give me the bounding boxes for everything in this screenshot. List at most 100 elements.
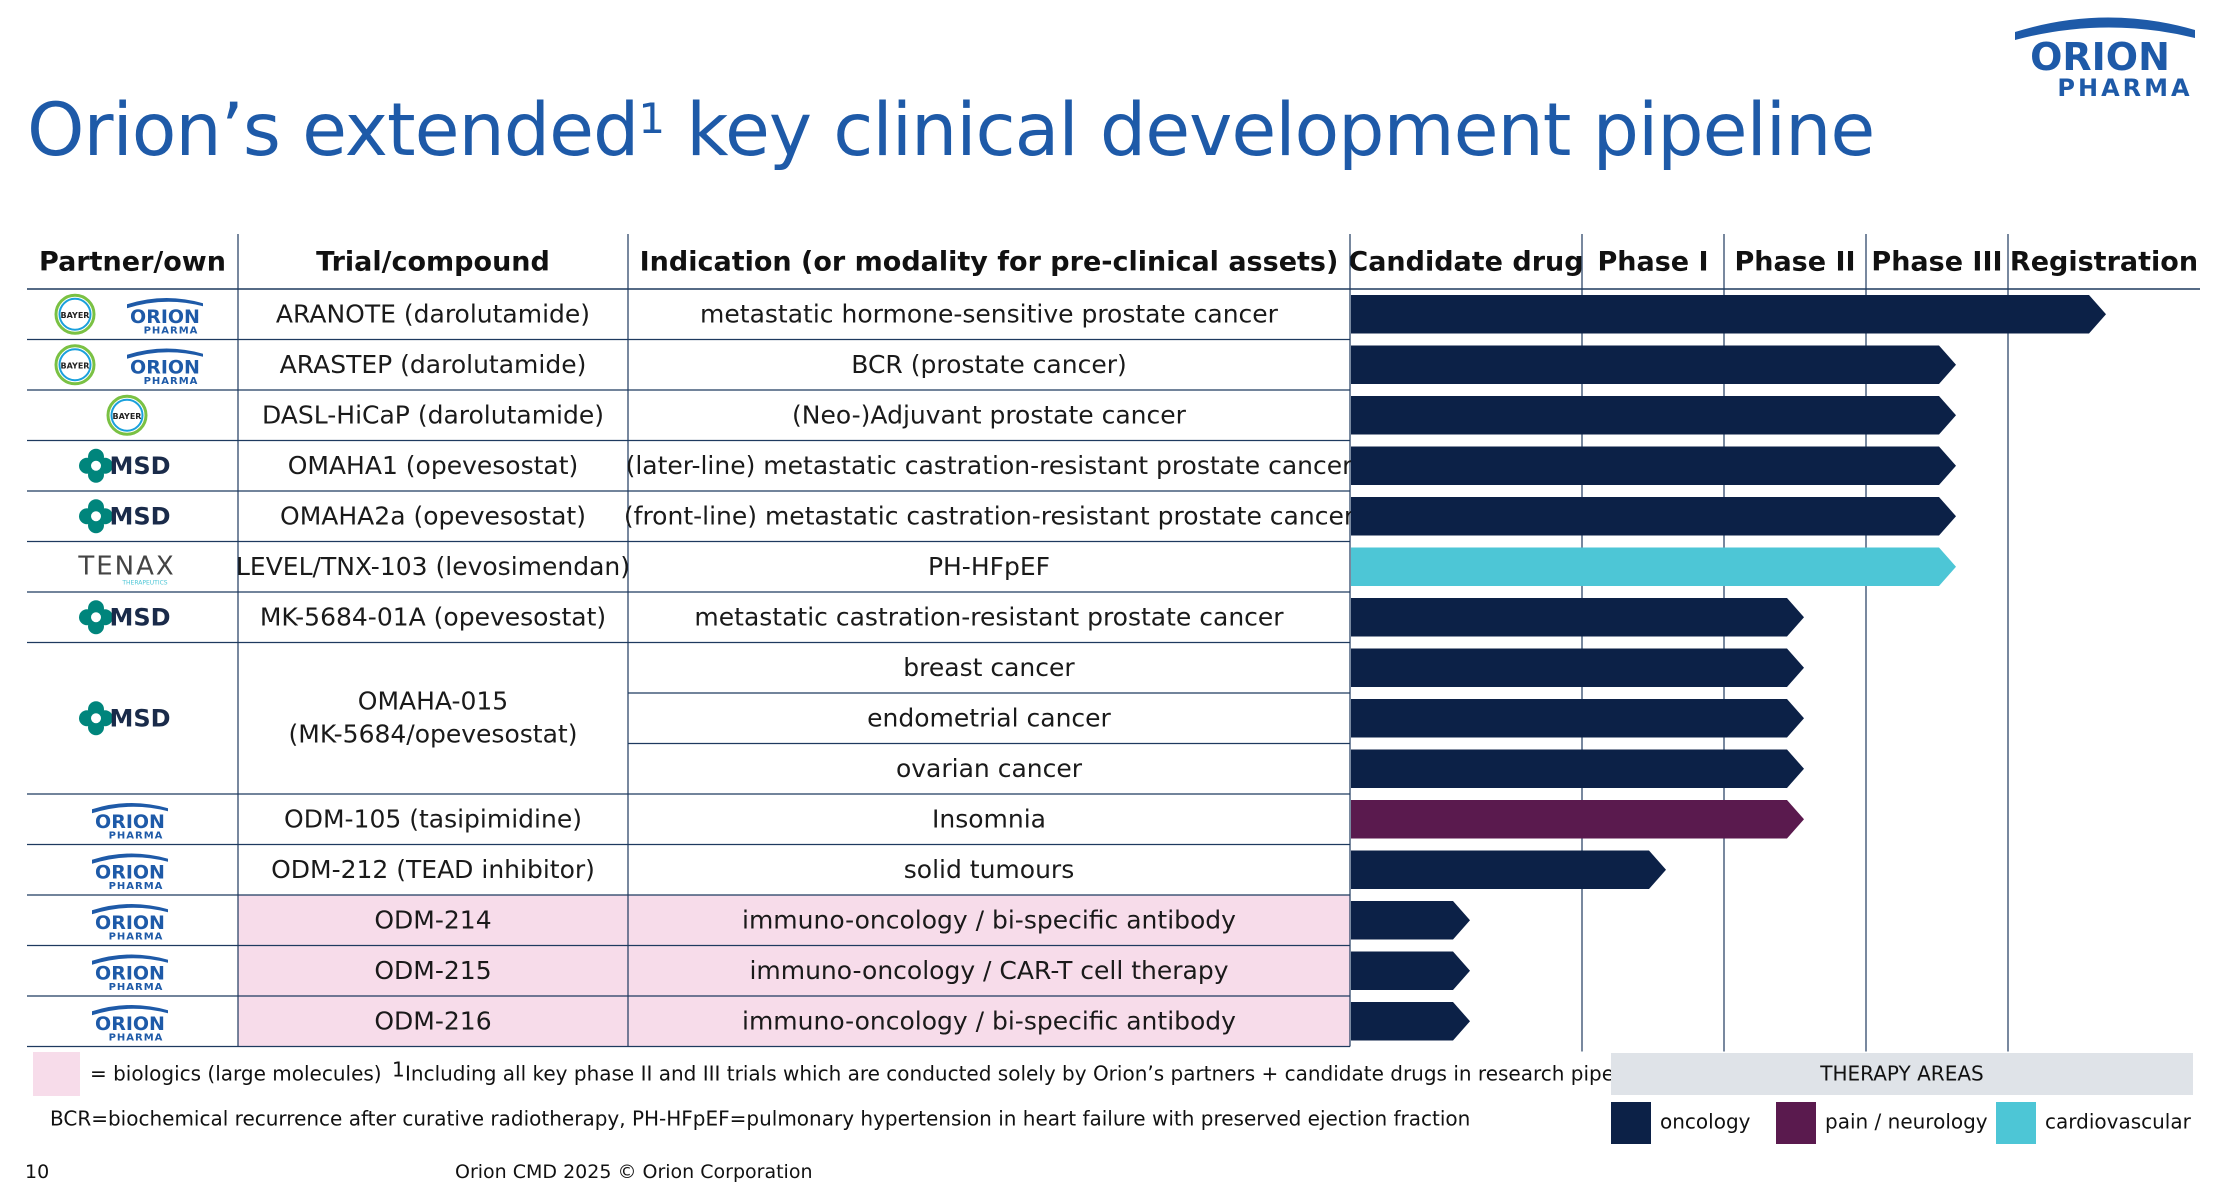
indication: (Neo-)Adjuvant prostate cancer — [792, 400, 1187, 429]
header-partner: Partner/own — [39, 247, 226, 278]
indication: PH-HFpEF — [928, 552, 1050, 581]
indication: metastatic hormone-sensitive prostate ca… — [700, 299, 1279, 328]
therapy-label-cardiovascular: cardiovascular — [2045, 1110, 2192, 1134]
header-phase: Phase I — [1597, 247, 1708, 278]
bayer-logo: BAYER — [106, 394, 148, 436]
msd-logo: MSD — [79, 499, 171, 534]
indication: Insomnia — [932, 804, 1046, 833]
footnote-mark: 1 — [392, 1058, 405, 1082]
svg-text:THERAPEUTICS: THERAPEUTICS — [121, 579, 167, 586]
indication: solid tumours — [904, 855, 1074, 884]
pipeline-arrow — [1351, 547, 1956, 586]
trial-name: ODM-214 — [374, 905, 491, 934]
svg-text:PHARMA: PHARMA — [144, 376, 199, 387]
svg-text:BAYER: BAYER — [113, 412, 142, 421]
header-phase: Phase III — [1871, 247, 2002, 278]
trial-name: ARASTEP (darolutamide) — [280, 350, 587, 379]
svg-text:ORION: ORION — [95, 962, 165, 984]
msd-logo: MSD — [79, 600, 171, 635]
pipeline-arrow — [1351, 749, 1804, 788]
pipeline-arrow — [1351, 1002, 1470, 1041]
header-indication: Indication (or modality for pre-clinical… — [640, 247, 1339, 278]
indication: (later-line) metastatic castration-resis… — [626, 451, 1354, 480]
indication: immuno-oncology / bi-specific antibody — [742, 1006, 1236, 1035]
biologics-label: = biologics (large molecules) — [90, 1062, 382, 1086]
header-trial: Trial/compound — [316, 247, 550, 278]
trial-name: OMAHA1 (opevesostat) — [288, 451, 579, 480]
svg-text:MSD: MSD — [109, 603, 170, 631]
therapy-areas-header — [1611, 1053, 2193, 1095]
svg-text:MSD: MSD — [109, 704, 170, 732]
msd-logo: MSD — [79, 448, 171, 483]
pipeline-arrow — [1351, 951, 1470, 990]
pipeline-arrow — [1351, 901, 1470, 940]
trial-name: ARANOTE (darolutamide) — [276, 299, 590, 328]
indication: ovarian cancer — [896, 754, 1083, 783]
trial-name: ODM-215 — [374, 956, 491, 985]
svg-text:ORION: ORION — [130, 356, 200, 378]
biologic-highlight — [238, 895, 1350, 946]
svg-text:TENAX: TENAX — [77, 551, 175, 581]
abbreviations: BCR=biochemical recurrence after curativ… — [50, 1107, 1470, 1131]
svg-text:BAYER: BAYER — [61, 311, 90, 320]
svg-text:ORION: ORION — [130, 306, 200, 328]
pipeline-arrow — [1351, 295, 2106, 334]
pipeline-arrow — [1351, 446, 1956, 485]
trial-name: OMAHA-015 — [358, 686, 508, 715]
bayer-logo: BAYER — [54, 344, 96, 386]
pipeline-arrow — [1351, 345, 1956, 384]
therapy-label-pain_neurology: pain / neurology — [1825, 1110, 1988, 1134]
trial-name: ODM-216 — [374, 1006, 491, 1035]
svg-text:PHARMA: PHARMA — [109, 982, 164, 993]
therapy-label-oncology: oncology — [1660, 1110, 1751, 1134]
trial-name: OMAHA2a (opevesostat) — [280, 501, 586, 530]
therapy-areas-title: THERAPY AREAS — [1819, 1062, 1983, 1086]
trial-name: ODM-105 (tasipimidine) — [284, 804, 582, 833]
indication: immuno-oncology / CAR-T cell therapy — [749, 956, 1228, 985]
pipeline-arrow — [1351, 699, 1804, 738]
therapy-swatch-cardiovascular — [1996, 1102, 2036, 1144]
therapy-swatch-pain_neurology — [1776, 1102, 1816, 1144]
biologic-highlight — [238, 945, 1350, 996]
indication: endometrial cancer — [867, 703, 1111, 732]
svg-text:ORION: ORION — [95, 912, 165, 934]
svg-text:MSD: MSD — [109, 452, 170, 480]
header-phase: Candidate drug — [1348, 247, 1583, 278]
header-phase: Phase II — [1734, 247, 1855, 278]
trial-name: LEVEL/TNX-103 (levosimendan) — [236, 552, 630, 581]
biologic-highlight — [238, 996, 1350, 1047]
svg-text:PHARMA: PHARMA — [109, 931, 164, 942]
trial-name: (MK-5684/opevesostat) — [289, 719, 578, 748]
therapy-swatch-oncology — [1611, 1102, 1651, 1144]
pipeline-arrow — [1351, 800, 1804, 839]
indication: immuno-oncology / bi-specific antibody — [742, 905, 1236, 934]
page-title: Orion’s extended1 key clinical developme… — [27, 88, 1875, 173]
header-phase: Registration — [2010, 247, 2198, 278]
trial-name: ODM-212 (TEAD inhibitor) — [271, 855, 595, 884]
svg-text:BAYER: BAYER — [61, 361, 90, 370]
bayer-logo: BAYER — [54, 293, 96, 335]
page-number: 10 — [25, 1161, 50, 1183]
svg-text:ORION: ORION — [95, 1013, 165, 1035]
pipeline-arrow — [1351, 598, 1804, 637]
msd-logo: MSD — [79, 701, 171, 736]
svg-text:PHARMA: PHARMA — [144, 325, 199, 336]
svg-text:ORION: ORION — [2030, 35, 2170, 79]
footnote-text: Including all key phase II and III trial… — [405, 1062, 1650, 1086]
indication: BCR (prostate cancer) — [851, 350, 1126, 379]
indication: metastatic castration-resistant prostate… — [694, 602, 1284, 631]
svg-text:PHARMA: PHARMA — [109, 881, 164, 892]
svg-text:PHARMA: PHARMA — [109, 830, 164, 841]
svg-text:PHARMA: PHARMA — [2057, 74, 2192, 102]
svg-text:ORION: ORION — [95, 861, 165, 883]
trial-name: MK-5684-01A (opevesostat) — [260, 602, 606, 631]
pipeline-arrow — [1351, 396, 1956, 435]
biologics-swatch — [33, 1052, 80, 1096]
